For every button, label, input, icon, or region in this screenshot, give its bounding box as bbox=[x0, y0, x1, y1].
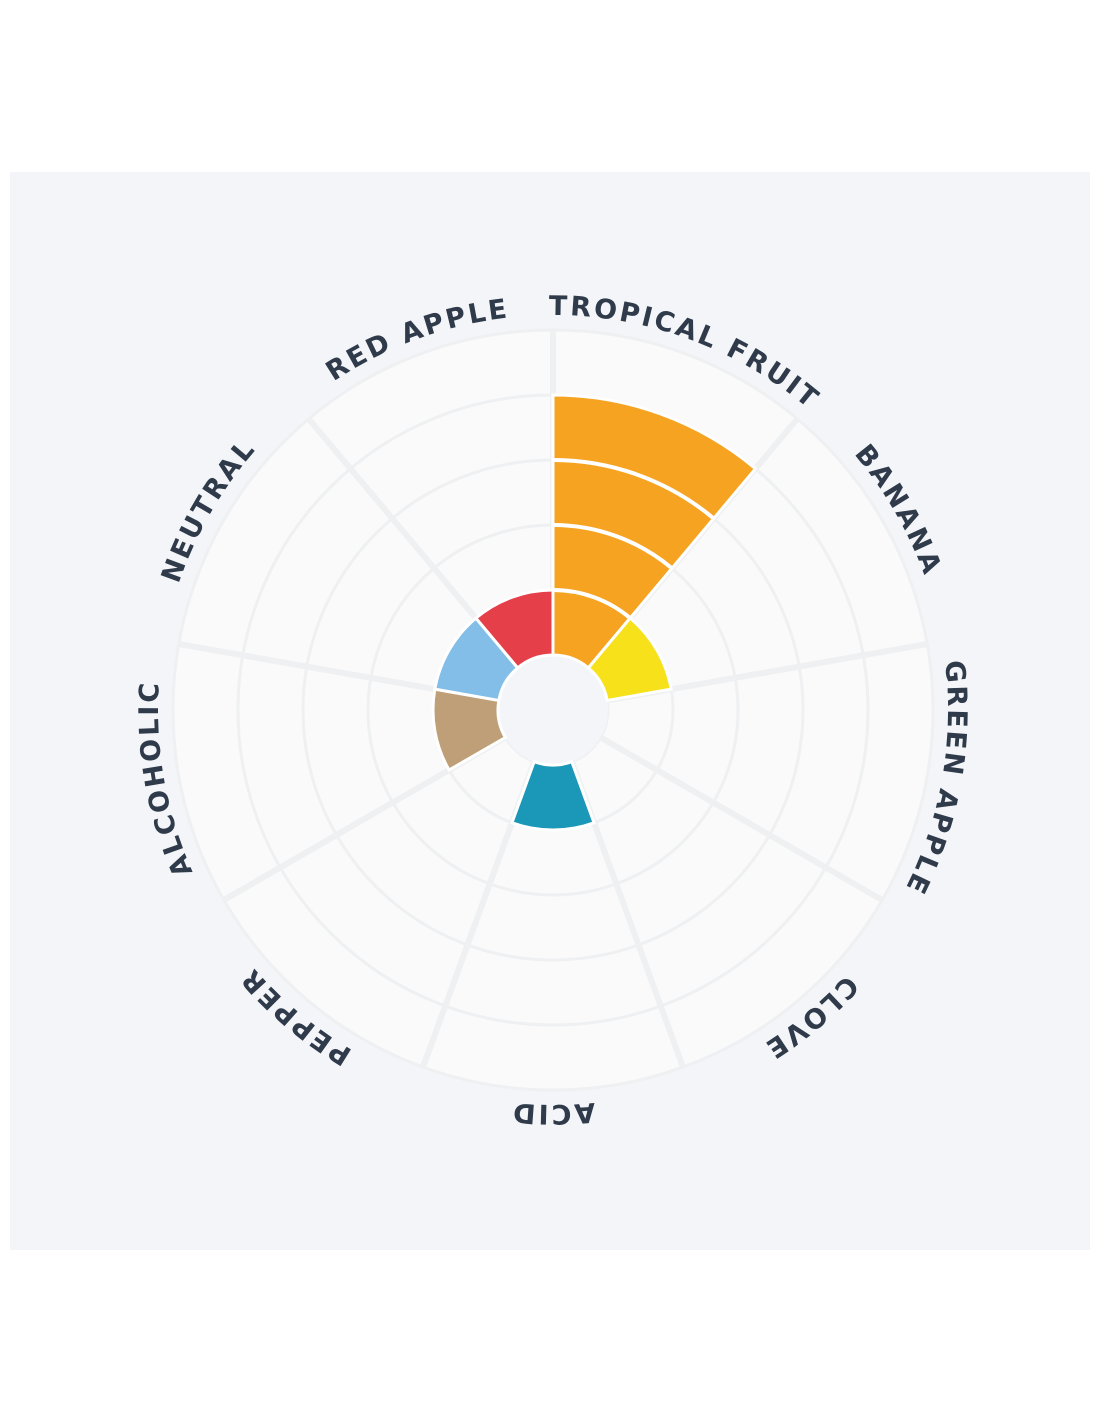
bar-divider bbox=[552, 523, 674, 570]
bar bbox=[586, 615, 673, 703]
category-label-path: ACID bbox=[510, 1096, 594, 1129]
sector-line bbox=[599, 734, 884, 903]
bar-divider bbox=[552, 588, 632, 620]
bar bbox=[510, 759, 596, 832]
hole bbox=[498, 655, 608, 765]
bar bbox=[473, 588, 555, 670]
bar-divider bbox=[552, 458, 715, 521]
category-label: ACID bbox=[510, 1096, 597, 1129]
